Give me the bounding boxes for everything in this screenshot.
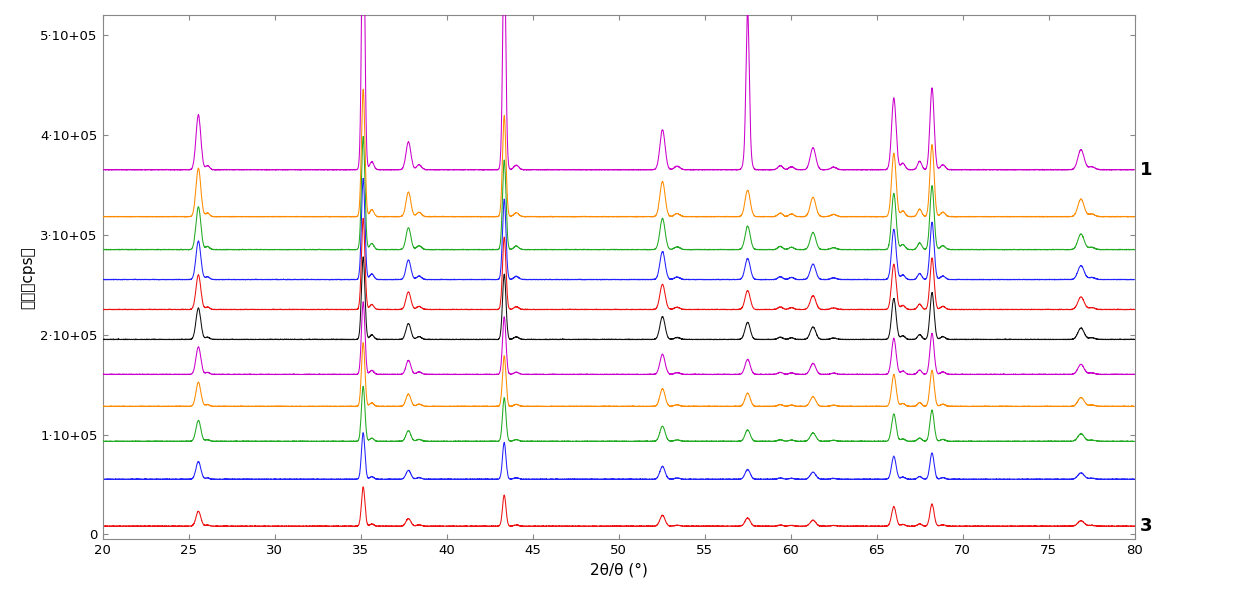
Text: 3: 3 <box>1140 518 1152 535</box>
X-axis label: 2θ/θ (°): 2θ/θ (°) <box>589 563 648 578</box>
Text: 1: 1 <box>1140 161 1152 179</box>
Y-axis label: 強度（cps）: 強度（cps） <box>20 246 35 308</box>
